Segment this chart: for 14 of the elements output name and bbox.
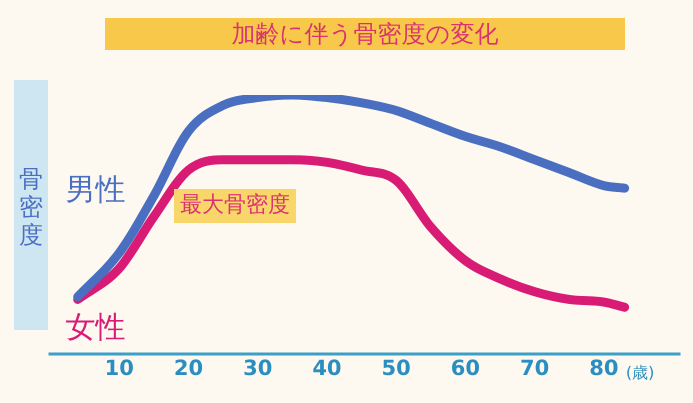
- annotation: 最大骨密度: [180, 192, 290, 218]
- x-tick-label: 20: [174, 356, 204, 380]
- x-tick-label: 70: [520, 356, 550, 380]
- x-tick-label: 40: [312, 356, 342, 380]
- x-tick-label: 60: [450, 356, 480, 380]
- x-tick-label: 50: [382, 356, 411, 380]
- x-tick-label: 10: [104, 356, 134, 380]
- y-axis-title: 骨密度: [19, 165, 43, 249]
- x-tick-label: 30: [243, 356, 272, 380]
- x-tick-label: 80: [589, 356, 618, 380]
- chart-title: 加齢に伴う骨密度の変化: [105, 18, 625, 50]
- series-label: 男性: [66, 172, 126, 208]
- x-axis-title: (歳): [626, 362, 654, 382]
- series-label: 女性: [66, 310, 126, 346]
